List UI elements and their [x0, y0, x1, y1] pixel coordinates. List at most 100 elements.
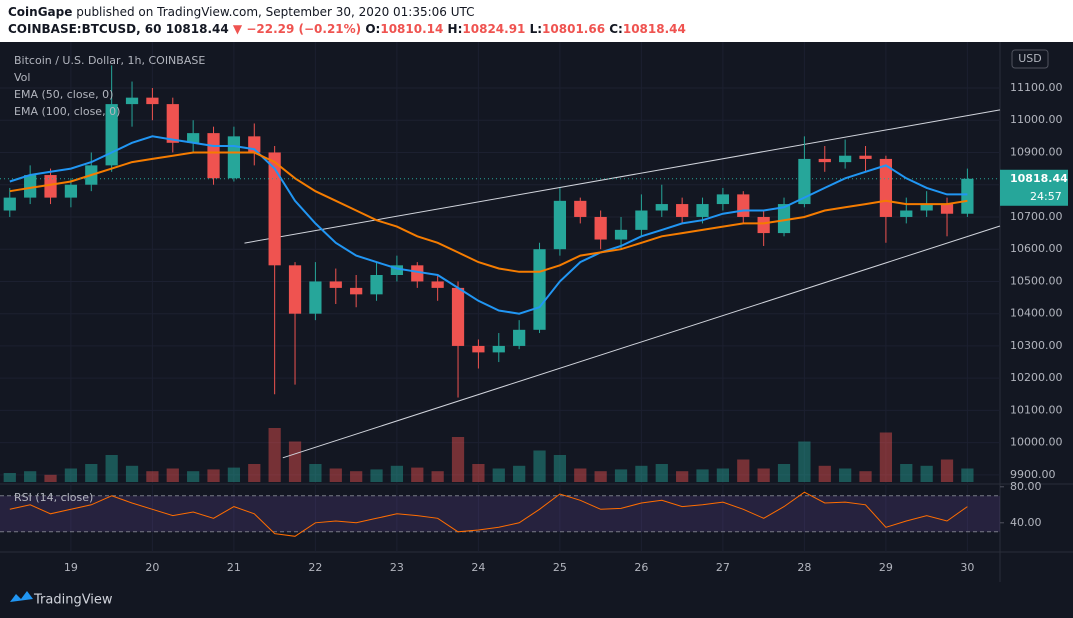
- candle-body: [696, 204, 709, 217]
- volume-bar: [798, 441, 811, 482]
- candle-body: [757, 216, 770, 234]
- volume-bar: [900, 464, 913, 482]
- candle-body: [288, 265, 302, 314]
- rsi-line: [9, 491, 968, 537]
- rsi-band: [0, 495, 1000, 532]
- trend-line: [244, 109, 1001, 244]
- y-tick-label: 11100.00: [1010, 81, 1063, 94]
- candle-body: [533, 249, 546, 330]
- volume-bar: [839, 468, 852, 482]
- volume-bar: [879, 432, 893, 482]
- candle-body: [125, 97, 139, 105]
- c-label: C:: [609, 22, 623, 36]
- volume-bar: [574, 468, 587, 482]
- candle-body: [350, 287, 363, 295]
- candle-body: [594, 216, 607, 240]
- change: ▼ −22.29 (−0.21%): [232, 22, 362, 36]
- candle-body: [187, 133, 200, 143]
- volume-bar: [309, 464, 322, 482]
- volume-bar: [472, 464, 485, 482]
- x-tick-label: 26: [634, 561, 648, 574]
- candle-body: [329, 281, 342, 288]
- last: 10818.44: [165, 22, 229, 36]
- candle-body: [635, 210, 648, 230]
- y-tick-label: 9900.00: [1010, 468, 1056, 481]
- volume-bar: [533, 450, 546, 482]
- rsi-tick-label: 80.00: [1010, 480, 1042, 493]
- volume-bar: [940, 459, 954, 482]
- l-label: L:: [529, 22, 543, 36]
- candle-body: [431, 281, 444, 288]
- y-tick-label: 10900.00: [1010, 145, 1063, 158]
- y-tick-label: 10700.00: [1010, 210, 1063, 223]
- volume-bar: [614, 469, 628, 482]
- trend-line: [282, 225, 1001, 459]
- candle-body: [737, 194, 750, 217]
- candle-body: [818, 158, 831, 163]
- volume-bar: [818, 465, 831, 482]
- candle-body: [451, 287, 465, 346]
- candle-body: [64, 184, 78, 198]
- volume-bar: [288, 441, 302, 482]
- volume-bar: [64, 468, 78, 482]
- y-tick-label: 10400.00: [1010, 307, 1063, 320]
- price-label: 10818.44: [1010, 172, 1068, 185]
- volume-bar: [696, 469, 709, 482]
- candle-body: [940, 204, 954, 214]
- x-tick-label: 21: [227, 561, 241, 574]
- candle-body: [879, 158, 893, 217]
- y-tick-label: 10200.00: [1010, 371, 1063, 384]
- volume-bar: [350, 471, 363, 482]
- candle-body: [920, 204, 933, 211]
- candle-body: [777, 204, 791, 234]
- legend-vol: Vol: [14, 71, 30, 84]
- candle-body: [553, 200, 567, 250]
- x-tick-label: 27: [716, 561, 730, 574]
- volume-bar: [716, 468, 730, 482]
- candle-body: [227, 136, 241, 179]
- candle-body: [676, 204, 689, 217]
- volume-bar: [146, 471, 159, 482]
- candle-body: [390, 265, 404, 275]
- candle-body: [207, 133, 220, 179]
- volume-bar: [166, 468, 179, 482]
- candle-body: [798, 158, 811, 205]
- volume-bar: [594, 471, 607, 482]
- x-tick-label: 30: [960, 561, 974, 574]
- y-tick-label: 10000.00: [1010, 436, 1063, 449]
- candle-body: [716, 194, 730, 205]
- x-tick-label: 28: [797, 561, 811, 574]
- candle-body: [839, 155, 852, 163]
- candle-body: [370, 274, 383, 295]
- currency-box: [1011, 49, 1049, 69]
- volume-bar: [3, 473, 16, 482]
- legend-rsi: RSI (14, close): [14, 491, 93, 504]
- x-tick-label: 25: [553, 561, 567, 574]
- currency: USD: [1018, 52, 1042, 65]
- header: CoinGape published on TradingView.com, S…: [0, 0, 1073, 42]
- volume-bar: [329, 468, 342, 482]
- open: 10810.14: [380, 22, 444, 36]
- legend-ema: EMA (50, close, 0): [14, 88, 113, 101]
- volume-bar: [655, 464, 668, 482]
- ema-line: [9, 151, 968, 273]
- h-label: H:: [447, 22, 463, 36]
- candle-body: [268, 152, 281, 266]
- legend-ema: EMA (100, close, 0): [14, 105, 120, 118]
- volume-bar: [248, 464, 261, 482]
- candle-body: [513, 329, 526, 346]
- candle-body: [411, 265, 424, 282]
- price-box: [1000, 169, 1068, 206]
- volume-bar: [125, 465, 139, 482]
- candle-body: [900, 210, 913, 217]
- x-tick-label: 29: [879, 561, 893, 574]
- symbol: COINBASE:BTCUSD, 60: [8, 22, 162, 36]
- published: published on TradingView.com, September …: [76, 5, 475, 19]
- volume-bar: [187, 471, 200, 482]
- candle-body: [859, 155, 872, 159]
- volume-bar: [105, 455, 118, 482]
- volume-bar: [553, 455, 567, 482]
- volume-bar: [24, 471, 37, 482]
- logo: [10, 591, 33, 602]
